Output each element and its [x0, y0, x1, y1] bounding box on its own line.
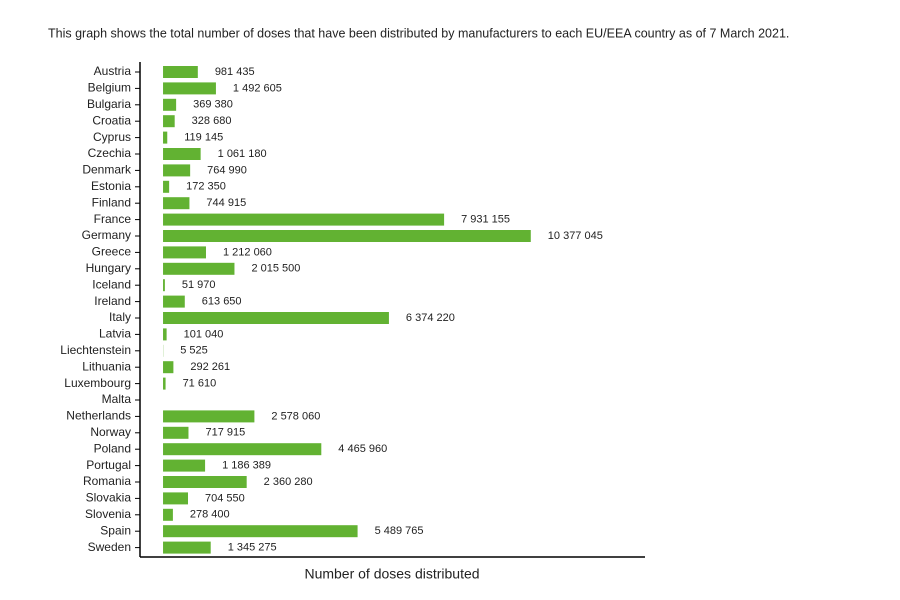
- y-tick-label: Spain: [100, 523, 131, 537]
- value-label: 1 492 605: [233, 82, 282, 94]
- y-tick-label: France: [94, 212, 132, 226]
- y-tick-label: Poland: [94, 441, 131, 455]
- bar: [163, 443, 322, 456]
- value-label: 292 261: [190, 361, 230, 373]
- bar: [163, 180, 170, 193]
- y-tick-label: Austria: [94, 64, 132, 78]
- bar: [163, 459, 206, 472]
- value-label: 369 380: [193, 99, 233, 111]
- value-label: 704 550: [205, 492, 245, 504]
- bar: [163, 328, 167, 341]
- value-label: 278 400: [190, 509, 230, 521]
- y-tick-label: Estonia: [91, 179, 131, 193]
- y-tick-label: Greece: [92, 245, 132, 259]
- y-tick-label: Hungary: [86, 261, 131, 275]
- value-label: 5 525: [180, 345, 208, 357]
- y-tick-label: Germany: [82, 228, 131, 242]
- value-label: 71 610: [183, 378, 217, 390]
- value-label: 764 990: [207, 164, 247, 176]
- value-label: 10 377 045: [548, 230, 603, 242]
- y-tick-label: Luxembourg: [64, 376, 131, 390]
- bar: [163, 115, 175, 128]
- y-tick-label: Netherlands: [66, 409, 131, 423]
- bar: [163, 82, 216, 95]
- y-tick-label: Bulgaria: [87, 97, 131, 111]
- bar: [163, 246, 206, 259]
- bar: [163, 492, 189, 505]
- bar: [163, 213, 445, 226]
- bar: [163, 295, 185, 308]
- value-label: 613 650: [202, 296, 242, 308]
- bar: [163, 279, 165, 292]
- bar: [163, 312, 389, 324]
- value-label: 172 350: [186, 181, 226, 193]
- y-tick-label: Norway: [90, 425, 131, 439]
- value-label: 101 040: [184, 328, 224, 340]
- bar: [163, 197, 190, 210]
- y-tick-label: Liechtenstein: [60, 343, 131, 357]
- chart-subtitle: This graph shows the total number of dos…: [48, 26, 789, 40]
- value-label: 2 360 280: [264, 476, 313, 488]
- value-label: 5 489 765: [375, 525, 424, 537]
- y-tick-label: Romania: [83, 474, 131, 488]
- value-label: 2 578 060: [271, 410, 320, 422]
- bar: [163, 426, 189, 439]
- y-tick-label: Ireland: [94, 294, 131, 308]
- y-tick-label: Denmark: [82, 163, 132, 177]
- y-tick-label: Sweden: [88, 540, 131, 554]
- y-tick-label: Slovenia: [85, 507, 131, 521]
- y-tick-label: Finland: [92, 195, 131, 209]
- y-tick-label: Italy: [109, 310, 131, 324]
- value-label: 51 970: [182, 279, 216, 291]
- y-tick-label: Portugal: [86, 458, 131, 472]
- bar: [163, 131, 168, 144]
- bar: [163, 66, 198, 78]
- y-tick-label: Lithuania: [82, 359, 131, 373]
- value-label: 1 345 275: [228, 542, 277, 554]
- bar: [163, 230, 531, 242]
- value-label: 7 931 155: [461, 214, 510, 226]
- value-label: 717 915: [205, 427, 245, 439]
- bar: [163, 525, 358, 538]
- bar: [163, 476, 247, 488]
- bar: [163, 541, 211, 554]
- value-label: 328 680: [192, 115, 232, 127]
- y-tick-label: Slovakia: [86, 491, 132, 505]
- y-tick-label: Latvia: [99, 327, 131, 341]
- y-tick-label: Croatia: [92, 113, 131, 127]
- value-label: 2 015 500: [251, 263, 300, 275]
- y-tick-label: Belgium: [88, 81, 131, 95]
- value-label: 6 374 220: [406, 312, 455, 324]
- value-label: 1 212 060: [223, 246, 272, 258]
- bar: [163, 148, 201, 160]
- bar: [163, 164, 191, 177]
- y-tick-label: Cyprus: [93, 130, 131, 144]
- value-label: 119 145: [184, 132, 223, 144]
- x-axis-label: Number of doses distributed: [304, 566, 479, 582]
- value-label: 981 435: [215, 66, 255, 78]
- bar: [163, 361, 174, 374]
- bar: [163, 508, 173, 521]
- bar: [163, 410, 255, 423]
- bar: [163, 98, 177, 111]
- value-label: 1 061 180: [218, 148, 267, 160]
- bar: [163, 262, 235, 275]
- y-tick-label: Czechia: [88, 146, 132, 160]
- value-label: 1 186 389: [222, 460, 271, 472]
- bar: [163, 377, 166, 390]
- value-label: 4 465 960: [338, 443, 387, 455]
- y-tick-label: Malta: [102, 392, 132, 406]
- y-tick-label: Iceland: [92, 277, 131, 291]
- value-label: 744 915: [206, 197, 246, 209]
